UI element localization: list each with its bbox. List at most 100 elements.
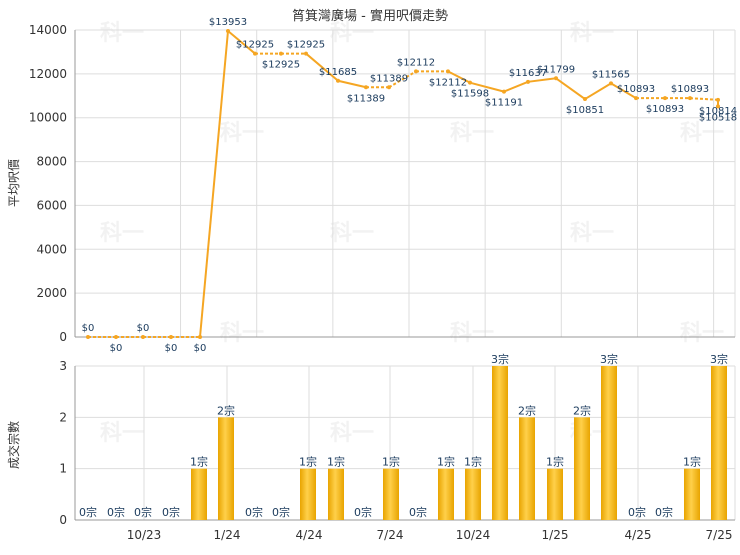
top-axis: 0 2000 4000 6000 8000 10000 12000 14000 (29, 23, 736, 344)
x-tick-label: 10/24 (456, 528, 491, 542)
line-point (663, 96, 667, 101)
top-y-tick-label: 12000 (29, 67, 67, 81)
bar-label: 2宗 (217, 403, 235, 417)
watermark: 科一 (680, 121, 724, 146)
line-point (86, 335, 90, 339)
line-point-label: $0 (194, 343, 207, 354)
bar-label: 0宗 (162, 505, 180, 519)
line-point-label: $10893 (617, 84, 655, 95)
watermark: 科一 (450, 321, 494, 346)
bar (574, 417, 590, 520)
bar-label: 0宗 (354, 505, 372, 519)
line-point (279, 51, 283, 56)
bottom-axis: 0 1 2 3 10/23 1/24 4/24 7/24 10/24 1/25 4/25 7/25 (59, 359, 736, 542)
top-y-axis-label: 平均呎價 (7, 159, 21, 207)
line-point-label: $11685 (319, 67, 357, 78)
line-point (526, 79, 530, 84)
line-point-label: $12112 (397, 57, 435, 68)
bar-label: 1宗 (327, 455, 345, 469)
line-segment (388, 70, 417, 89)
line-point-label: $0 (82, 323, 95, 334)
line-segment (503, 80, 529, 93)
top-y-tick-label: 8000 (36, 155, 67, 169)
x-tick-label: 7/24 (377, 528, 404, 542)
line-segment (199, 30, 229, 338)
line-segment (447, 70, 471, 84)
line-point (688, 96, 692, 101)
watermark: 科一 (330, 421, 374, 446)
bar-label: 1宗 (683, 455, 701, 469)
bottom-y-tick-label: 3 (59, 359, 67, 373)
bar (383, 468, 399, 520)
bar (438, 468, 454, 520)
bar (300, 468, 316, 520)
watermark: 科一 (220, 121, 264, 146)
line-point-label: $10893 (671, 84, 709, 95)
line-point-label: $11389 (370, 73, 408, 84)
line-segment (610, 82, 637, 99)
line-point (716, 104, 720, 109)
watermark: 科一 (100, 21, 144, 46)
line-point-label: $11191 (485, 98, 523, 109)
bar-label: 0宗 (409, 505, 427, 519)
chart-title: 筲箕灣廣場 - 實用呎價走勢 (292, 8, 448, 24)
bar (328, 468, 344, 520)
bar-label: 3宗 (710, 352, 728, 366)
bar-label: 1宗 (464, 455, 482, 469)
watermark: 科一 (570, 21, 614, 46)
line-point (304, 51, 308, 56)
bar-label: 2宗 (518, 403, 536, 417)
x-tick-label: 1/24 (214, 528, 241, 542)
bar-label: 1宗 (299, 455, 317, 469)
line-point (253, 51, 257, 56)
watermark: 科一 (680, 321, 724, 346)
bar-label: 1宗 (546, 455, 564, 469)
line-segment (555, 77, 586, 100)
line-series: $0 $0 $0 $0 $0 $13953 $12925 $12925 $12925 $11685… (82, 17, 737, 354)
top-y-tick-label: 2000 (36, 286, 67, 300)
bar (465, 468, 481, 520)
line-point-label: $10851 (566, 105, 604, 116)
bottom-y-tick-label: 2 (59, 410, 67, 424)
line-point (226, 29, 230, 34)
line-point (609, 81, 613, 86)
line-point (502, 89, 506, 94)
bar (547, 468, 563, 520)
line-point (198, 335, 202, 339)
bar-label: 0宗 (628, 505, 646, 519)
line-point (336, 78, 340, 83)
bar-label: 3宗 (600, 352, 618, 366)
watermark: 科一 (570, 221, 614, 246)
line-point-label: $11637 (509, 68, 547, 79)
line-point (364, 85, 368, 90)
bottom-y-tick-label: 0 (59, 513, 67, 527)
line-point-label: $11389 (347, 93, 385, 104)
bar (519, 417, 535, 520)
line-point-label: $10893 (646, 104, 684, 115)
line-point-label: $11799 (537, 64, 575, 75)
line-point-label: $12925 (236, 40, 274, 51)
bar (684, 468, 700, 520)
bottom-grid (75, 365, 735, 521)
line-point (446, 69, 450, 74)
bar-label: 0宗 (655, 505, 673, 519)
watermark: 科一 (330, 21, 374, 46)
x-tick-label: 4/24 (296, 528, 323, 542)
bar (191, 468, 207, 520)
line-point (716, 97, 720, 102)
line-point (468, 80, 472, 85)
bottom-y-tick-label: 1 (59, 462, 67, 476)
watermark: 科一 (220, 321, 264, 346)
bar-label: 0宗 (245, 505, 263, 519)
line-point-label: $10814 (699, 106, 737, 117)
bar-label: 3宗 (491, 352, 509, 366)
line-segment (305, 52, 339, 82)
line-segment (527, 77, 557, 83)
line-point (634, 96, 638, 101)
line-segment (337, 79, 367, 89)
bar (492, 366, 508, 520)
line-point-label: $10518 (699, 112, 737, 123)
line-point-label: $13953 (209, 17, 247, 28)
line-point (554, 76, 558, 81)
